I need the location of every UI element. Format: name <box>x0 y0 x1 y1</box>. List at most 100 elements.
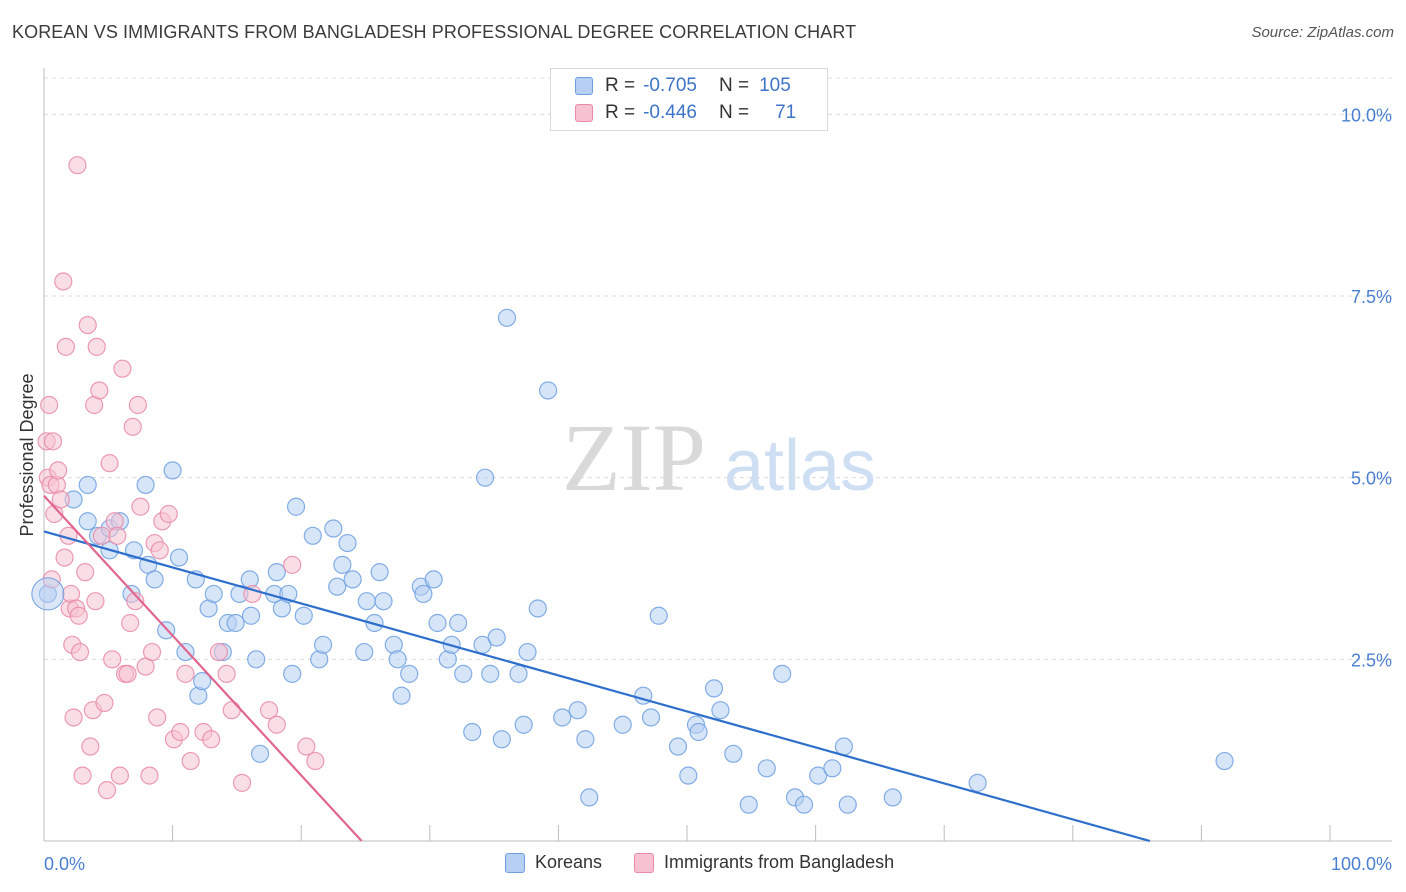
series-swatch-bangladesh <box>634 852 655 873</box>
data-point <box>90 381 109 400</box>
data-point-large <box>31 577 65 611</box>
data-point <box>43 432 63 451</box>
data-point <box>193 672 212 691</box>
data-point <box>121 613 140 633</box>
data-point <box>514 715 533 734</box>
data-point <box>113 359 132 378</box>
data-point <box>834 737 853 756</box>
data-point <box>232 773 252 792</box>
data-point <box>56 337 75 356</box>
data-point <box>553 708 572 727</box>
data-point <box>528 599 547 618</box>
data-point <box>568 701 587 720</box>
data-point <box>463 722 482 742</box>
data-point <box>773 664 792 683</box>
data-point <box>303 526 322 545</box>
data-point <box>247 650 266 669</box>
data-point <box>118 664 137 683</box>
data-point <box>613 715 632 734</box>
x-tick-label: 100.0% <box>1331 854 1392 874</box>
data-point <box>70 642 90 662</box>
data-point <box>159 504 178 524</box>
data-point <box>55 548 74 567</box>
watermark: ZIP atlas <box>562 404 876 511</box>
data-point <box>142 642 162 662</box>
legend-n-label: N = <box>718 75 750 96</box>
data-point <box>518 642 537 662</box>
watermark-zip: ZIP <box>562 404 706 511</box>
legend-r-label: R = <box>605 75 636 96</box>
data-point <box>267 563 286 582</box>
data-point <box>181 751 200 771</box>
data-point <box>357 592 376 611</box>
data-point <box>580 788 599 807</box>
data-point <box>226 613 245 633</box>
legend-swatch-koreans <box>575 77 593 95</box>
data-point <box>250 744 270 763</box>
data-point <box>388 650 407 669</box>
data-point <box>100 454 119 473</box>
series-label-bangladesh: Immigrants from Bangladesh <box>664 852 895 872</box>
data-point <box>724 744 743 763</box>
data-point <box>169 548 189 567</box>
data-point <box>128 395 147 415</box>
legend-r-label: R = <box>605 102 636 123</box>
axes <box>43 68 1392 842</box>
chart-title: KOREAN VS IMMIGRANTS FROM BANGLADESH PRO… <box>12 22 857 42</box>
trend-line-koreans <box>43 530 1151 843</box>
data-point <box>809 766 828 785</box>
data-point <box>475 468 495 487</box>
x-tick-label: 0.0% <box>44 854 85 874</box>
data-point <box>428 613 447 633</box>
data-point <box>97 781 117 800</box>
data-point <box>481 664 500 683</box>
data-point <box>209 642 228 662</box>
data-point <box>51 490 70 509</box>
data-point <box>392 686 411 705</box>
data-point <box>136 475 155 495</box>
data-point <box>78 512 97 531</box>
data-point <box>509 664 528 683</box>
legend-row-bangladesh: R = -0.446 N = 71 <box>575 101 796 125</box>
data-point <box>328 577 347 596</box>
data-point <box>283 664 302 683</box>
data-point <box>823 759 842 778</box>
data-point <box>294 606 313 625</box>
data-point <box>297 737 316 756</box>
watermark-atlas: atlas <box>724 426 876 506</box>
y-tick-label: 5.0% <box>1351 469 1392 489</box>
data-point <box>338 533 357 553</box>
legend-n-value: 105 <box>759 75 791 96</box>
data-point <box>487 628 506 647</box>
data-point <box>68 156 87 175</box>
data-point <box>95 693 114 713</box>
data-point <box>424 570 443 589</box>
data-point <box>355 642 374 662</box>
data-point <box>324 519 343 538</box>
data-point <box>176 664 195 683</box>
legend-n-value: 71 <box>775 102 797 123</box>
series-label-koreans: Koreans <box>535 852 603 872</box>
data-series <box>31 156 1234 814</box>
chart-source: Source: ZipAtlas.com <box>1251 24 1394 41</box>
data-point <box>370 563 389 582</box>
data-point <box>454 664 473 683</box>
data-point <box>123 417 142 436</box>
data-point <box>49 461 68 480</box>
data-point <box>286 497 306 516</box>
data-point <box>313 635 333 654</box>
data-point <box>968 773 987 792</box>
data-point <box>110 766 129 785</box>
data-point <box>148 708 167 727</box>
data-point <box>222 701 241 720</box>
data-point <box>576 730 595 749</box>
data-point <box>267 715 286 734</box>
data-point <box>131 497 150 516</box>
data-point <box>539 381 558 400</box>
y-tick-label: 7.5% <box>1351 287 1392 307</box>
series-legend: Koreans Immigrants from Bangladesh <box>505 852 926 873</box>
legend-r-value: -0.705 <box>643 75 697 96</box>
data-point <box>374 592 393 611</box>
legend-row-koreans: R = -0.705 N = 105 <box>575 74 791 98</box>
data-point <box>414 584 433 604</box>
